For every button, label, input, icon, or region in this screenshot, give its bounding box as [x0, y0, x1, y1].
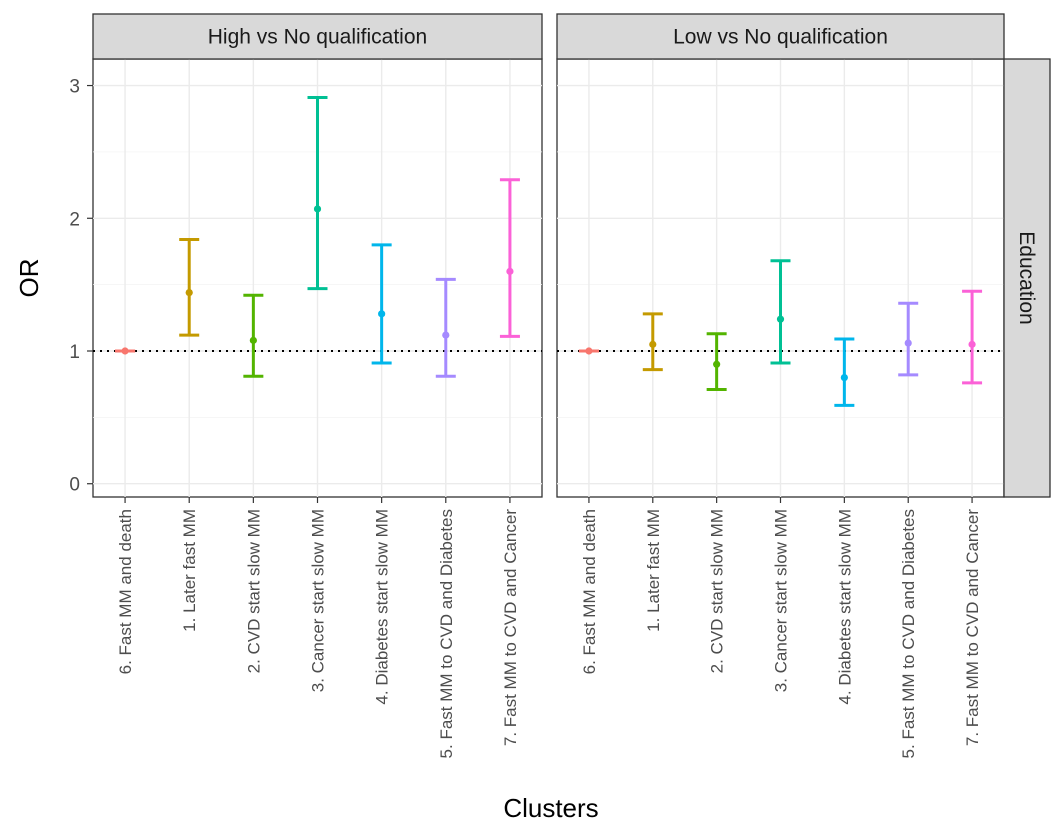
x-tick-label: 7. Fast MM to CVD and Cancer — [501, 509, 520, 746]
x-tick-label: 7. Fast MM to CVD and Cancer — [963, 509, 982, 746]
x-tick-label: 2. CVD start slow MM — [708, 509, 727, 673]
x-axis-title: Clusters — [503, 793, 598, 823]
estimate-point — [185, 289, 193, 297]
x-tick-label: 1. Later fast MM — [180, 509, 199, 632]
panel-1: 6. Fast MM and death 1. Later fast MM 2. C… — [92, 58, 543, 758]
estimate-point — [713, 360, 721, 368]
x-tick-label: 4. Diabetes start slow MM — [835, 509, 854, 705]
x-tick-label: 3. Cancer start slow MM — [772, 509, 791, 692]
estimate-point — [378, 310, 386, 318]
x-tick-label: 5. Fast MM to CVD and Diabetes — [437, 509, 456, 758]
strip-title: Low vs No qualification — [673, 26, 888, 49]
x-tick-label: 5. Fast MM to CVD and Diabetes — [899, 509, 918, 758]
panel-2: 6. Fast MM and death 1. Later fast MM 2. C… — [556, 58, 1005, 758]
x-tick-label: 4. Diabetes start slow MM — [373, 509, 392, 705]
x-tick-label: 1. Later fast MM — [644, 509, 663, 632]
estimate-point — [840, 373, 848, 382]
strip-background — [92, 13, 543, 60]
estimate-point — [649, 340, 657, 348]
x-tick-label: 3. Cancer start slow MM — [309, 509, 328, 692]
row-strip-title: Education — [1015, 231, 1038, 324]
strip-2: Low vs No qualification — [556, 13, 1005, 60]
x-tick-label: 6. Fast MM and death — [116, 509, 135, 674]
panels-layer: 6. Fast MM and death 1. Later fast MM 2. C… — [92, 58, 1005, 758]
row-strip: Education — [1003, 58, 1051, 498]
strip-1: High vs No qualification — [92, 13, 543, 60]
estimate-point — [904, 339, 912, 347]
y-axis-title: OR — [14, 259, 44, 298]
y-axis: 0 1 2 3 — [69, 77, 93, 496]
x-tick-label: 2. CVD start slow MM — [244, 509, 263, 673]
strip-title: High vs No qualification — [208, 26, 427, 49]
y-tick-label: 3 — [69, 77, 80, 98]
estimate-point — [442, 331, 450, 339]
estimate-point — [249, 336, 257, 344]
estimate-point — [968, 340, 976, 348]
y-tick-label: 1 — [69, 342, 80, 363]
row-strip-background — [1003, 58, 1051, 498]
facet-strips: High vs No qualification Low vs No qualif… — [92, 13, 1051, 498]
estimate-point — [585, 347, 593, 355]
estimate-point — [313, 205, 322, 213]
y-tick-label: 0 — [69, 475, 80, 496]
strip-background — [556, 13, 1005, 60]
y-tick-label: 2 — [69, 209, 80, 230]
estimate-point — [776, 315, 785, 323]
estimate-point — [121, 347, 129, 355]
x-tick-label: 6. Fast MM and death — [580, 509, 599, 674]
estimate-point — [506, 267, 514, 275]
